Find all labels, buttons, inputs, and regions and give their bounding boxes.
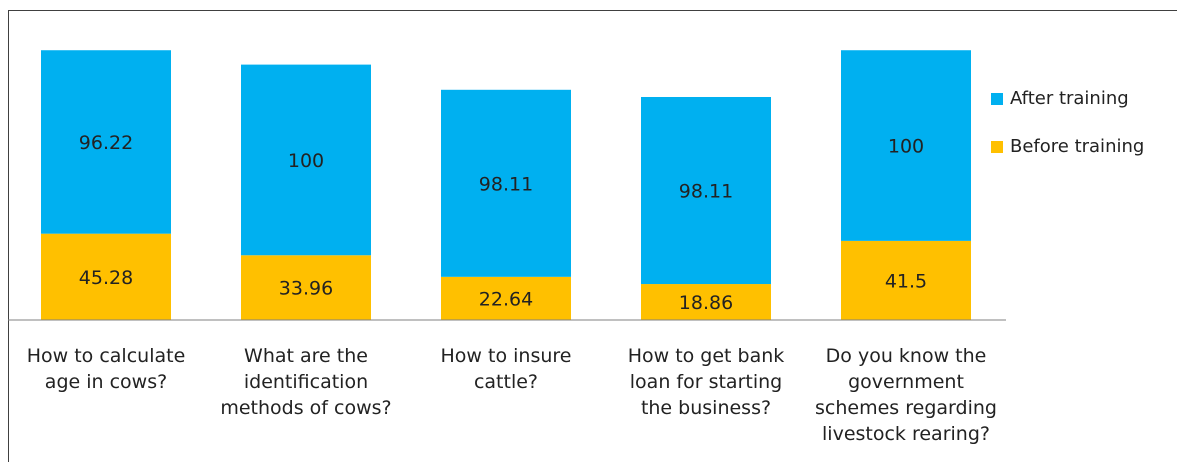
chart-border-left bbox=[8, 10, 9, 462]
legend-label-before-training: Before training bbox=[1010, 136, 1144, 157]
bar-after-training-2 bbox=[241, 64, 371, 256]
bar-before-training-5 bbox=[841, 240, 971, 320]
legend-swatch-after-training bbox=[991, 93, 1003, 105]
data-label-after-3: 98.11 bbox=[479, 173, 533, 195]
data-label-before-3: 22.64 bbox=[479, 288, 533, 310]
category-label-4: How to get bank loan for starting the busi… bbox=[628, 345, 785, 419]
data-label-after-2: 100 bbox=[288, 150, 324, 172]
bar-before-training-1 bbox=[41, 233, 171, 320]
category-label-3: How to insure cattle? bbox=[441, 345, 572, 393]
legend-label-after-training: After training bbox=[1010, 88, 1129, 109]
category-label-2: What are the identification methods of cow… bbox=[220, 345, 391, 419]
data-label-before-4: 18.86 bbox=[679, 292, 733, 314]
data-label-after-4: 98.11 bbox=[679, 181, 733, 203]
bar-before-training-2 bbox=[241, 255, 371, 320]
bar-after-training-3 bbox=[441, 89, 571, 277]
bar-after-training-1 bbox=[41, 50, 171, 234]
data-label-before-1: 45.28 bbox=[79, 267, 133, 289]
bar-before-training-3 bbox=[441, 276, 571, 320]
category-label-5: Do you know the government schemes regardi… bbox=[815, 345, 997, 445]
bar-after-training-5 bbox=[841, 50, 971, 241]
chart-border-top bbox=[8, 10, 1177, 11]
legend-swatch-before-training bbox=[991, 141, 1003, 153]
data-label-before-5: 41.5 bbox=[885, 270, 927, 292]
data-label-after-5: 100 bbox=[888, 136, 924, 158]
category-label-1: How to calculate age in cows? bbox=[27, 345, 186, 393]
data-label-before-2: 33.96 bbox=[279, 278, 333, 300]
bar-after-training-4 bbox=[641, 96, 771, 285]
bar-before-training-4 bbox=[641, 284, 771, 320]
data-label-after-1: 96.22 bbox=[79, 132, 133, 154]
